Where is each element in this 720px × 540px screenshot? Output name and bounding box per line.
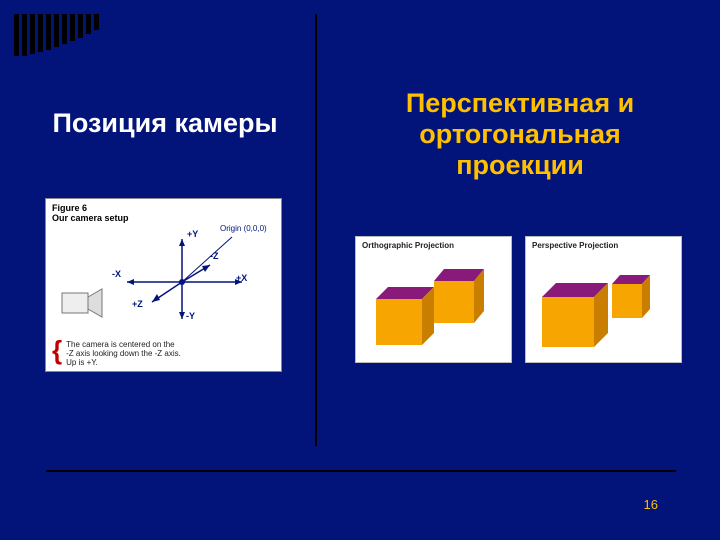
vertical-divider bbox=[315, 14, 317, 446]
decor-bar bbox=[62, 14, 67, 44]
axis-ny: -Y bbox=[186, 311, 195, 321]
ortho-cubes-svg bbox=[356, 251, 511, 361]
caption-line-3: Up is +Y. bbox=[66, 358, 181, 367]
decor-bar bbox=[22, 14, 27, 56]
decor-bar bbox=[86, 14, 91, 34]
decor-bar bbox=[14, 14, 19, 56]
caption-brace-icon: { bbox=[52, 340, 62, 360]
perspective-panel: Perspective Projection bbox=[525, 236, 682, 363]
right-title: Перспективная и ортогональная проекции bbox=[355, 88, 685, 181]
decor-bar bbox=[78, 14, 83, 38]
decor-bar bbox=[30, 14, 35, 54]
persp-cubes-svg bbox=[526, 251, 681, 361]
decor-bar bbox=[38, 14, 43, 52]
left-title: Позиция камеры bbox=[40, 108, 290, 139]
figure-caption: { The camera is centered on the -Z axis … bbox=[52, 340, 275, 367]
decor-bar bbox=[94, 14, 99, 30]
bottom-line bbox=[46, 470, 676, 472]
axes-diagram: +X -X +Y -Y +Z -Z Origin (0,0,0) bbox=[52, 227, 274, 327]
ortho-label: Orthographic Projection bbox=[362, 241, 511, 250]
caption-line-2: -Z axis looking down the -Z axis. bbox=[66, 349, 181, 358]
slide: Позиция камеры Figure 6 Our camera setup bbox=[0, 0, 720, 540]
orthographic-panel: Orthographic Projection bbox=[355, 236, 512, 363]
axis-px: +X bbox=[236, 273, 247, 283]
axis-nz: -Z bbox=[210, 251, 219, 261]
figure-subtitle: Our camera setup bbox=[52, 213, 281, 223]
decor-bar bbox=[54, 14, 59, 47]
axis-py: +Y bbox=[187, 229, 198, 239]
decor-bar bbox=[46, 14, 51, 50]
caption-line-1: The camera is centered on the bbox=[66, 340, 181, 349]
figure-label: Figure 6 bbox=[52, 203, 281, 213]
camera-setup-figure: Figure 6 Our camera setup bbox=[45, 198, 282, 372]
page-number: 16 bbox=[644, 497, 658, 512]
axis-nx: -X bbox=[112, 269, 121, 279]
persp-label: Perspective Projection bbox=[532, 241, 681, 250]
origin-label: Origin (0,0,0) bbox=[220, 224, 267, 233]
decor-bar bbox=[70, 14, 75, 41]
decor-top-bars bbox=[14, 14, 99, 56]
axis-pz: +Z bbox=[132, 299, 143, 309]
